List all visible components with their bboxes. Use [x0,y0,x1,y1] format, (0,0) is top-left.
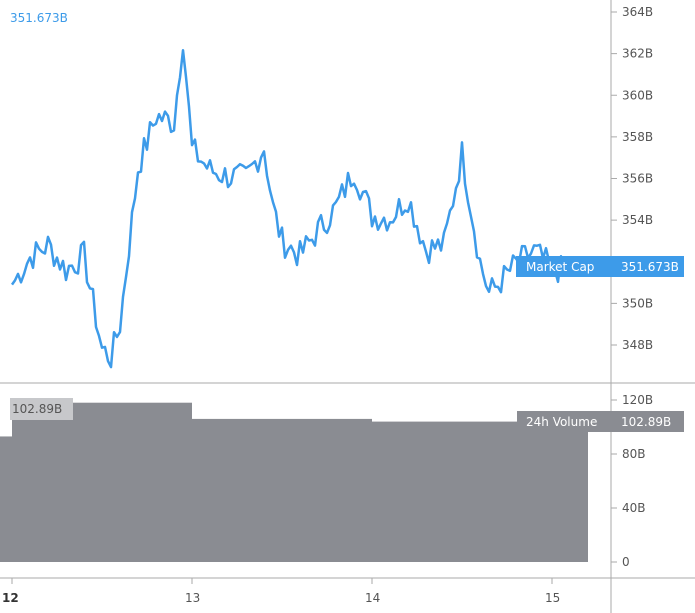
volume-tick-label: 40B [622,501,646,515]
market-cap-line [10,48,590,369]
x-tick-label: 12 [2,591,19,605]
volume-y-axis: 120B 80B 40B 0 [611,393,653,569]
market-cap-current-tag: 351.673B [611,256,684,277]
volume-legend-label: 24h Volume [526,415,597,429]
price-y-axis: 364B362B360B358B356B354B352B350B348B [611,5,653,352]
volume-tick-label: 120B [622,393,653,407]
volume-readout: 102.89B [12,402,62,416]
price-tick-label: 350B [622,296,653,310]
price-tick-label: 356B [622,172,653,186]
volume-readout-box: 102.89B [10,398,73,420]
volume-tick-label: 80B [622,447,646,461]
price-tick-label: 360B [622,88,653,102]
market-cap-current-value: 351.673B [621,260,679,274]
volume-current-tag: 102.89B [611,411,684,432]
price-tick-label: 358B [622,130,653,144]
volume-current-value: 102.89B [621,415,671,429]
volume-bar [0,436,12,562]
price-tick-label: 348B [622,338,653,352]
price-panel [10,48,590,369]
volume-panel [0,402,588,562]
price-tick-label: 364B [622,5,653,19]
price-tick-label: 354B [622,213,653,227]
market-cap-legend-label: Market Cap [526,260,594,274]
x-axis: 12 13 14 15 [2,578,560,605]
volume-bar [12,402,192,562]
x-tick-label: 14 [365,591,380,605]
price-readout: 351.673B [10,11,68,25]
volume-tick-label: 0 [622,555,630,569]
volume-bar [372,421,588,562]
market-cap-legend: Market Cap [516,256,611,277]
x-tick-label: 15 [545,591,560,605]
price-tick-label: 362B [622,47,653,61]
x-tick-label: 13 [185,591,200,605]
volume-bar [192,418,372,562]
volume-legend: 24h Volume [517,411,611,432]
